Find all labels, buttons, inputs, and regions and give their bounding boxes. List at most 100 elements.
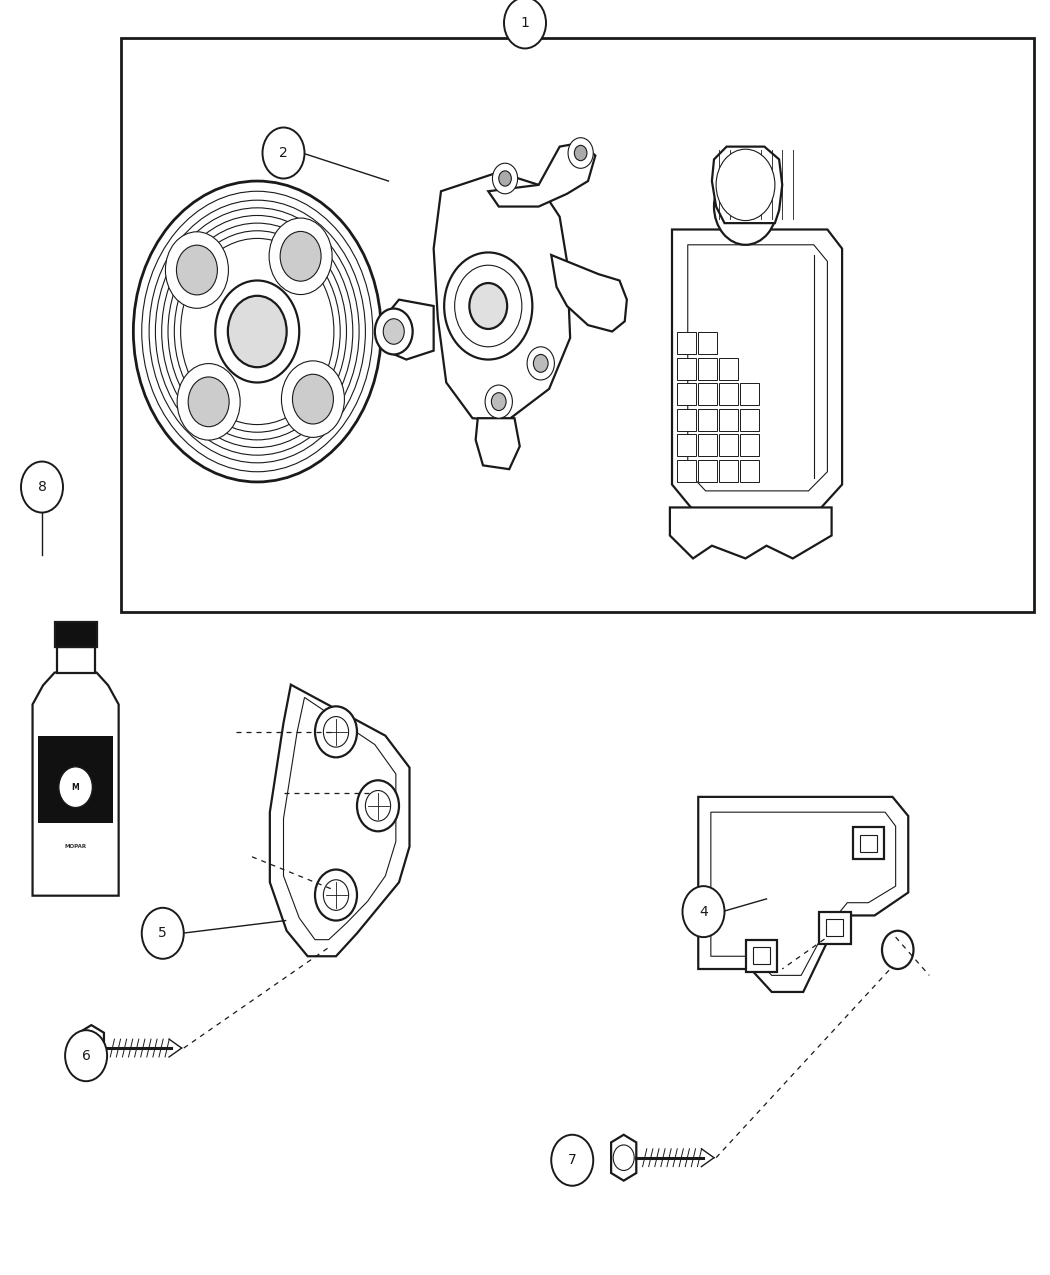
Polygon shape — [688, 245, 827, 491]
Polygon shape — [611, 1135, 636, 1181]
Circle shape — [155, 208, 359, 455]
Circle shape — [315, 706, 357, 757]
Polygon shape — [57, 646, 94, 673]
Circle shape — [504, 0, 546, 48]
Circle shape — [81, 1035, 102, 1061]
Circle shape — [280, 232, 321, 282]
Circle shape — [181, 238, 334, 425]
Polygon shape — [33, 673, 119, 895]
Circle shape — [176, 245, 217, 295]
Circle shape — [228, 296, 287, 367]
Circle shape — [716, 149, 775, 221]
Bar — [719, 434, 738, 456]
Circle shape — [485, 385, 512, 418]
Circle shape — [375, 309, 413, 354]
Polygon shape — [270, 685, 410, 956]
Bar — [677, 408, 696, 431]
Polygon shape — [670, 507, 832, 558]
Bar — [719, 382, 738, 405]
Circle shape — [613, 1145, 634, 1170]
Bar — [698, 382, 717, 405]
Circle shape — [527, 347, 554, 380]
Circle shape — [444, 252, 532, 360]
Polygon shape — [55, 621, 97, 646]
Text: MOPAR: MOPAR — [64, 844, 87, 849]
Bar — [38, 824, 113, 870]
Bar — [698, 357, 717, 380]
Circle shape — [162, 215, 353, 448]
Polygon shape — [712, 147, 782, 223]
Circle shape — [365, 790, 391, 821]
Circle shape — [568, 138, 593, 168]
Polygon shape — [385, 300, 434, 360]
Polygon shape — [551, 255, 627, 332]
Circle shape — [574, 145, 587, 161]
Circle shape — [65, 1030, 107, 1081]
Circle shape — [455, 265, 522, 347]
Circle shape — [551, 1135, 593, 1186]
Text: 2: 2 — [279, 147, 288, 159]
Circle shape — [142, 908, 184, 959]
Polygon shape — [79, 1025, 104, 1071]
Circle shape — [177, 363, 240, 440]
Bar — [677, 357, 696, 380]
Circle shape — [293, 375, 334, 425]
Bar — [740, 382, 759, 405]
Bar — [677, 434, 696, 456]
Bar — [719, 408, 738, 431]
Bar — [677, 459, 696, 482]
Bar — [677, 332, 696, 354]
Circle shape — [269, 218, 332, 295]
Polygon shape — [698, 797, 908, 992]
Circle shape — [499, 171, 511, 186]
Polygon shape — [672, 230, 842, 510]
Bar — [719, 459, 738, 482]
Polygon shape — [476, 418, 520, 469]
Bar — [819, 912, 850, 944]
Circle shape — [174, 231, 340, 432]
Bar — [698, 332, 717, 354]
Text: 7: 7 — [568, 1154, 576, 1167]
Circle shape — [357, 780, 399, 831]
Circle shape — [491, 393, 506, 411]
Bar — [677, 382, 696, 405]
Circle shape — [492, 163, 518, 194]
Bar — [38, 737, 113, 870]
Circle shape — [59, 766, 92, 807]
Circle shape — [168, 223, 346, 440]
Bar — [746, 940, 777, 972]
Bar — [719, 357, 738, 380]
Circle shape — [188, 377, 229, 427]
Circle shape — [315, 870, 357, 921]
Circle shape — [149, 200, 365, 463]
Circle shape — [682, 886, 724, 937]
Polygon shape — [711, 812, 896, 975]
Circle shape — [215, 280, 299, 382]
Polygon shape — [488, 143, 595, 207]
Bar — [740, 434, 759, 456]
Circle shape — [533, 354, 548, 372]
Text: 8: 8 — [38, 481, 46, 493]
Text: 5: 5 — [159, 927, 167, 940]
Circle shape — [323, 880, 349, 910]
Circle shape — [714, 168, 777, 245]
Circle shape — [281, 361, 344, 437]
Bar — [698, 434, 717, 456]
Polygon shape — [434, 172, 570, 421]
Bar — [698, 459, 717, 482]
Circle shape — [262, 128, 304, 178]
Bar — [740, 408, 759, 431]
Text: 6: 6 — [82, 1049, 90, 1062]
Circle shape — [133, 181, 381, 482]
Circle shape — [882, 931, 914, 969]
Bar — [826, 919, 843, 936]
Bar — [698, 408, 717, 431]
Bar — [753, 947, 770, 964]
Bar — [740, 459, 759, 482]
Bar — [853, 827, 884, 859]
Bar — [860, 835, 877, 852]
Text: M: M — [71, 783, 80, 792]
Circle shape — [383, 319, 404, 344]
Polygon shape — [284, 697, 396, 940]
Circle shape — [166, 232, 229, 309]
